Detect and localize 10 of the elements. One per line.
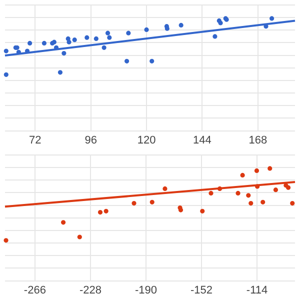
x-tick-label: 120 (137, 134, 156, 146)
x-tick-label: -152 (190, 284, 213, 296)
x-tick-label: 72 (29, 134, 42, 146)
x-tick-label: -114 (246, 284, 268, 296)
x-tick-label: -190 (134, 284, 157, 296)
x-tick-label: -228 (79, 284, 102, 296)
x-tick-label: -266 (24, 284, 46, 296)
x-tick-label: 96 (84, 134, 97, 146)
x-tick-label: 168 (248, 134, 268, 146)
x-tick-label: 144 (193, 134, 212, 146)
